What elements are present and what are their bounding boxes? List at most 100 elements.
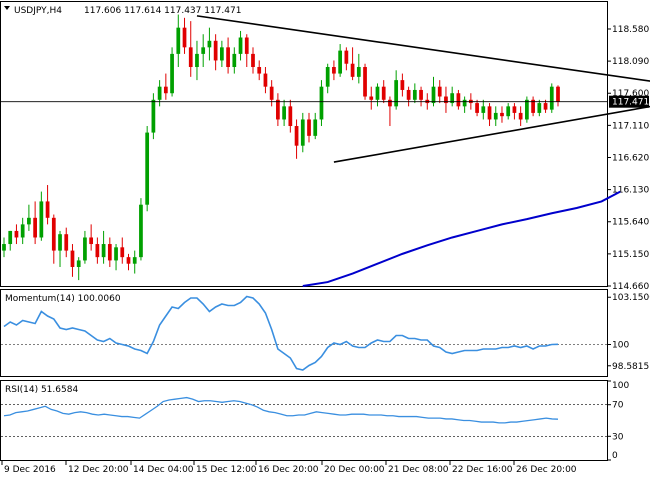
candle-body xyxy=(51,217,56,251)
price-tick-label: 117.110 xyxy=(612,121,649,131)
candle-body xyxy=(288,106,293,127)
momentum-tick-label: 100 xyxy=(612,341,629,351)
candle xyxy=(444,86,448,113)
candle-body xyxy=(456,93,461,107)
candle xyxy=(263,67,268,94)
candle xyxy=(163,73,168,100)
momentum-tick-label: 103.1506 xyxy=(612,293,650,303)
rsi-axis: 100 70 30 0 xyxy=(607,380,629,461)
candle-body xyxy=(375,86,380,100)
candle xyxy=(363,63,367,100)
candle-body xyxy=(170,53,174,94)
candle xyxy=(493,106,498,127)
candle-body xyxy=(163,86,168,94)
candle-body xyxy=(338,50,343,74)
momentum-title: Momentum(14) 100.0060 xyxy=(5,294,121,304)
candle xyxy=(412,83,417,104)
candle-body xyxy=(543,103,548,110)
candle xyxy=(238,30,243,61)
candle-body xyxy=(356,67,361,77)
candle xyxy=(462,96,467,113)
candle-body xyxy=(332,67,336,74)
candle xyxy=(244,34,249,68)
candle xyxy=(2,237,6,258)
candle xyxy=(145,126,150,212)
candle xyxy=(518,106,523,127)
candle xyxy=(176,14,181,68)
trendlines[interactable] xyxy=(196,15,650,163)
time-tick-label: 21 Dec 08:00 xyxy=(388,465,449,475)
candle xyxy=(182,17,187,54)
candle xyxy=(400,73,405,97)
candle xyxy=(531,96,535,117)
candle xyxy=(76,257,81,281)
candle xyxy=(300,112,305,153)
candle xyxy=(344,47,349,71)
chart-ohlc: 117.606 117.614 117.437 117.471 xyxy=(84,6,241,16)
candle xyxy=(419,86,423,107)
candle xyxy=(126,253,131,271)
candle xyxy=(170,47,174,97)
price-tick-label: 118.090 xyxy=(612,57,649,67)
candle xyxy=(20,217,25,245)
candle-body xyxy=(201,47,206,54)
candle xyxy=(101,230,106,264)
moving-average-line xyxy=(302,190,621,287)
candle-body xyxy=(549,86,554,110)
candle xyxy=(319,80,324,127)
time-tick-label: 20 Dec 00:00 xyxy=(324,465,385,475)
candle-body xyxy=(506,106,511,117)
candle-body xyxy=(132,257,137,264)
candle xyxy=(506,103,511,120)
price-tick-label: 115.640 xyxy=(612,218,649,228)
candle-body xyxy=(213,40,218,61)
candle xyxy=(219,40,224,68)
candle xyxy=(481,99,486,120)
price-tick-label: 116.130 xyxy=(612,186,649,196)
candle-body xyxy=(114,247,118,261)
candle xyxy=(375,83,380,107)
time-tick-label: 15 Dec 12:00 xyxy=(196,465,257,475)
candle-body xyxy=(350,63,355,77)
candle xyxy=(232,47,237,74)
candle xyxy=(188,21,193,77)
candle xyxy=(332,60,336,81)
last-price-tag: 117.471 xyxy=(609,95,649,108)
candle xyxy=(512,103,517,120)
candle xyxy=(107,237,112,267)
candle-body xyxy=(462,99,467,107)
candle-body xyxy=(226,47,230,68)
candle-body xyxy=(269,86,274,100)
candle xyxy=(381,80,386,104)
candle xyxy=(8,230,13,251)
momentum-line xyxy=(3,295,559,371)
candle xyxy=(450,86,455,107)
candle-body xyxy=(188,47,193,68)
time-tick-label: 26 Dec 20:00 xyxy=(516,465,577,475)
trendline[interactable] xyxy=(333,100,650,163)
candle-body xyxy=(219,47,224,61)
rsi-title: RSI(14) 51.6584 xyxy=(5,385,78,395)
time-tick-label: 9 Dec 2016 xyxy=(4,465,56,475)
candle-body xyxy=(388,99,392,107)
candle xyxy=(213,34,218,71)
candle-body xyxy=(307,119,311,136)
candle xyxy=(132,250,137,274)
trendline[interactable] xyxy=(196,15,650,87)
candle xyxy=(369,86,374,110)
candle-body xyxy=(232,53,237,68)
price-axis: 118.580 118.090 117.600 117.110 116.620 116.1… xyxy=(607,25,649,292)
candle xyxy=(83,230,87,264)
candle xyxy=(556,85,560,107)
rsi-tick-label: 70 xyxy=(612,401,624,411)
candle-body xyxy=(276,99,280,120)
candle-body xyxy=(518,112,523,120)
candle xyxy=(251,47,255,74)
candle xyxy=(325,63,330,94)
candle xyxy=(70,244,75,277)
candle-body xyxy=(531,99,535,113)
time-tick-label: 16 Dec 20:00 xyxy=(258,465,319,475)
candle-body xyxy=(64,234,69,251)
candle xyxy=(537,99,542,117)
